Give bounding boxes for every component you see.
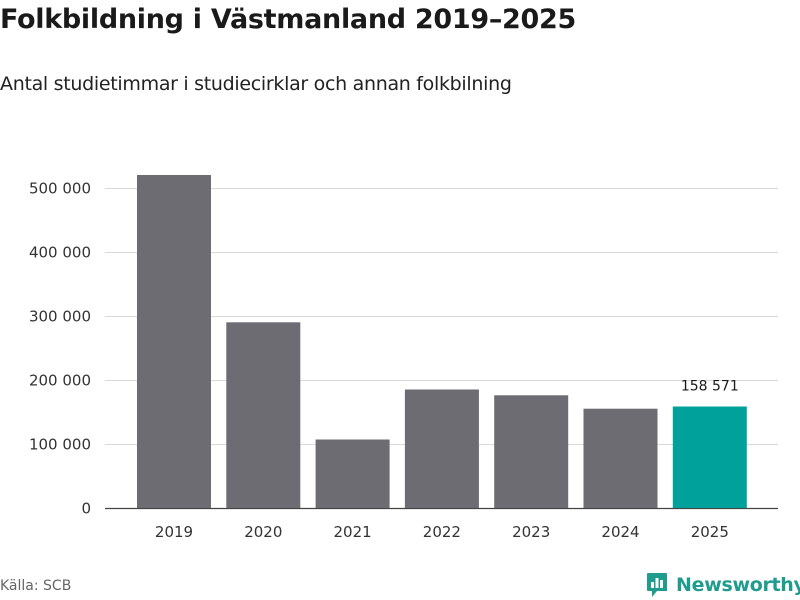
y-axis-tick-labels: 0 100 000 200 000 300 000 400 000 500 000	[29, 180, 91, 518]
source-note: Källa: SCB	[0, 578, 72, 594]
data-label-2025: 158 571	[681, 379, 739, 395]
x-tick-label: 2023	[512, 523, 550, 541]
brand-logo[interactable]: Newsworthy	[646, 570, 800, 600]
bar-2025[interactable]	[672, 406, 747, 509]
x-tick-label: 2020	[244, 523, 282, 541]
x-tick-label: 2021	[334, 523, 372, 541]
y-tick-label: 0	[81, 500, 91, 518]
chart-title: Folkbildning i Västmanland 2019–2025	[0, 4, 576, 35]
y-tick-label: 100 000	[29, 436, 91, 454]
bar-2023[interactable]	[494, 395, 569, 508]
bars	[137, 175, 747, 508]
y-tick-label: 500 000	[29, 180, 91, 198]
x-tick-label: 2025	[691, 523, 729, 541]
bar-2021[interactable]	[315, 439, 390, 509]
data-labels: 158 571	[681, 379, 739, 395]
bar-2019[interactable]	[137, 175, 211, 508]
y-tick-label: 200 000	[29, 372, 91, 390]
bar-2024[interactable]	[583, 408, 658, 508]
y-tick-label: 300 000	[29, 308, 91, 326]
y-tick-label: 400 000	[29, 244, 91, 262]
x-axis-tick-labels: 2019 2020 2021 2022 2023 2024 2025	[155, 523, 729, 541]
x-tick-label: 2022	[423, 523, 461, 541]
x-tick-label: 2019	[155, 523, 193, 541]
brand-name: Newsworthy	[676, 574, 800, 596]
bar-2020[interactable]	[226, 322, 301, 508]
x-tick-label: 2024	[601, 523, 639, 541]
chart-subtitle: Antal studietimmar i studiecirklar och a…	[0, 73, 512, 95]
newsworthy-logo-icon	[647, 573, 667, 597]
bar-2022[interactable]	[404, 389, 479, 509]
